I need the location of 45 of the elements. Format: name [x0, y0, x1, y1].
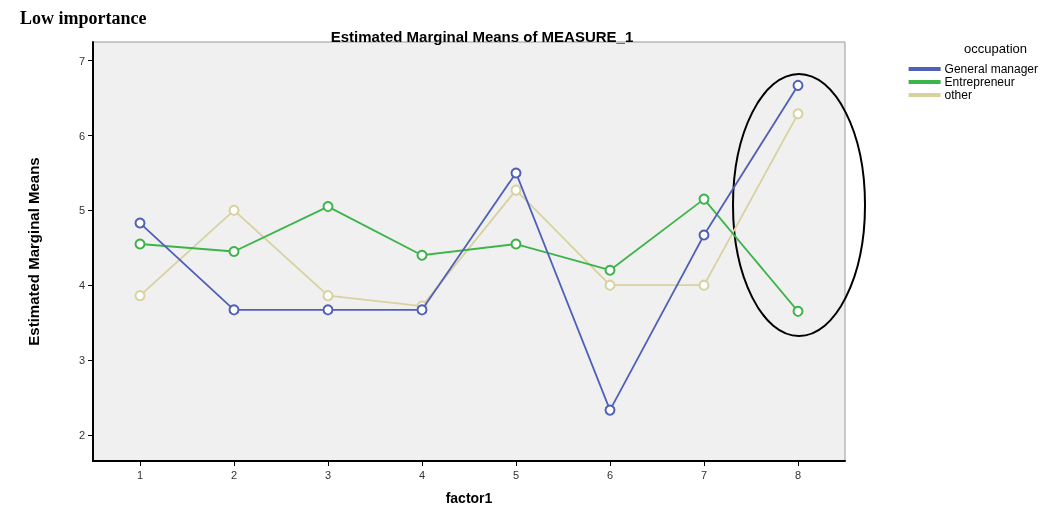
point	[792, 79, 804, 91]
legend-title: occupation	[964, 41, 1028, 56]
x-tick-label: 2	[230, 468, 238, 481]
point	[510, 238, 522, 250]
x-tick-label: 5	[512, 468, 520, 481]
point	[322, 290, 334, 302]
point	[134, 290, 146, 302]
x-tick-label: 7	[700, 468, 708, 481]
y-axis-title: Estimated Marginal Means	[25, 157, 42, 346]
point	[698, 229, 710, 241]
x-axis-title: factor1	[445, 490, 493, 506]
text: Low importance	[20, 8, 147, 28]
point	[322, 304, 334, 316]
point	[604, 279, 616, 291]
x-tick-label: 1	[136, 468, 144, 481]
y-tick-label: 3	[78, 353, 85, 366]
legend-label: Entrepreneur	[944, 75, 1015, 89]
point	[792, 108, 804, 120]
point	[416, 249, 428, 261]
point	[698, 193, 710, 205]
x-tick-label: 8	[794, 468, 802, 481]
legend-label: other	[944, 88, 972, 102]
point	[322, 201, 334, 213]
point	[228, 304, 240, 316]
x-tick-label: 3	[324, 468, 332, 481]
point	[792, 305, 804, 317]
y-tick-label: 7	[78, 54, 85, 67]
point	[604, 404, 616, 416]
y-tick-label: 2	[78, 428, 85, 441]
x-tick-label: 4	[418, 468, 426, 481]
y-tick-label: 5	[78, 204, 85, 217]
y-tick-label: 6	[78, 129, 85, 142]
chart-title: Estimated Marginal Means of MEASURE_1	[330, 28, 634, 45]
point	[228, 246, 240, 257]
point	[510, 167, 522, 179]
point	[510, 184, 522, 196]
y-tick-label: 4	[78, 279, 85, 292]
legend-label: General manager	[944, 62, 1038, 76]
point	[134, 238, 146, 250]
x-tick-label: 6	[606, 468, 614, 481]
point	[604, 264, 616, 276]
point	[698, 279, 710, 291]
point	[228, 204, 240, 216]
point	[416, 304, 428, 316]
point	[134, 217, 146, 229]
